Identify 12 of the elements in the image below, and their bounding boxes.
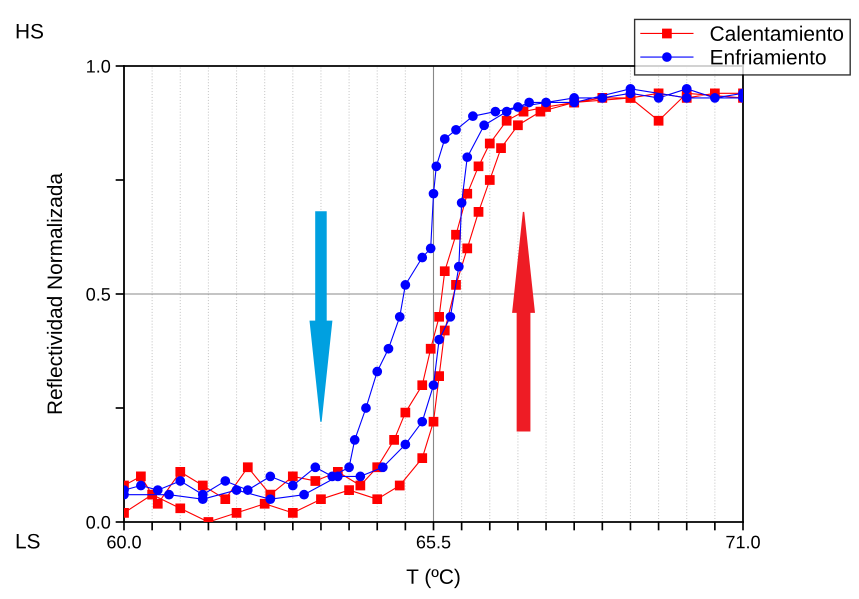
y-axis-title: Reflectividad Normalizada xyxy=(46,172,62,414)
y-tick-label: 1.0 xyxy=(87,60,110,73)
x-axis-title: T (ºC) xyxy=(406,568,460,588)
y-tick-label: 0.5 xyxy=(86,288,110,301)
legend-label: Enfriamiento xyxy=(711,49,826,65)
x-tick-label: 60.0 xyxy=(107,536,141,548)
legend-label: Calentamiento xyxy=(710,26,844,41)
x-tick-label: 65.5 xyxy=(416,536,450,548)
text: HS xyxy=(16,24,43,39)
x-tick-label: 71.0 xyxy=(726,536,760,548)
y-tick-label: 0.0 xyxy=(86,516,110,529)
text: LS xyxy=(16,534,40,549)
